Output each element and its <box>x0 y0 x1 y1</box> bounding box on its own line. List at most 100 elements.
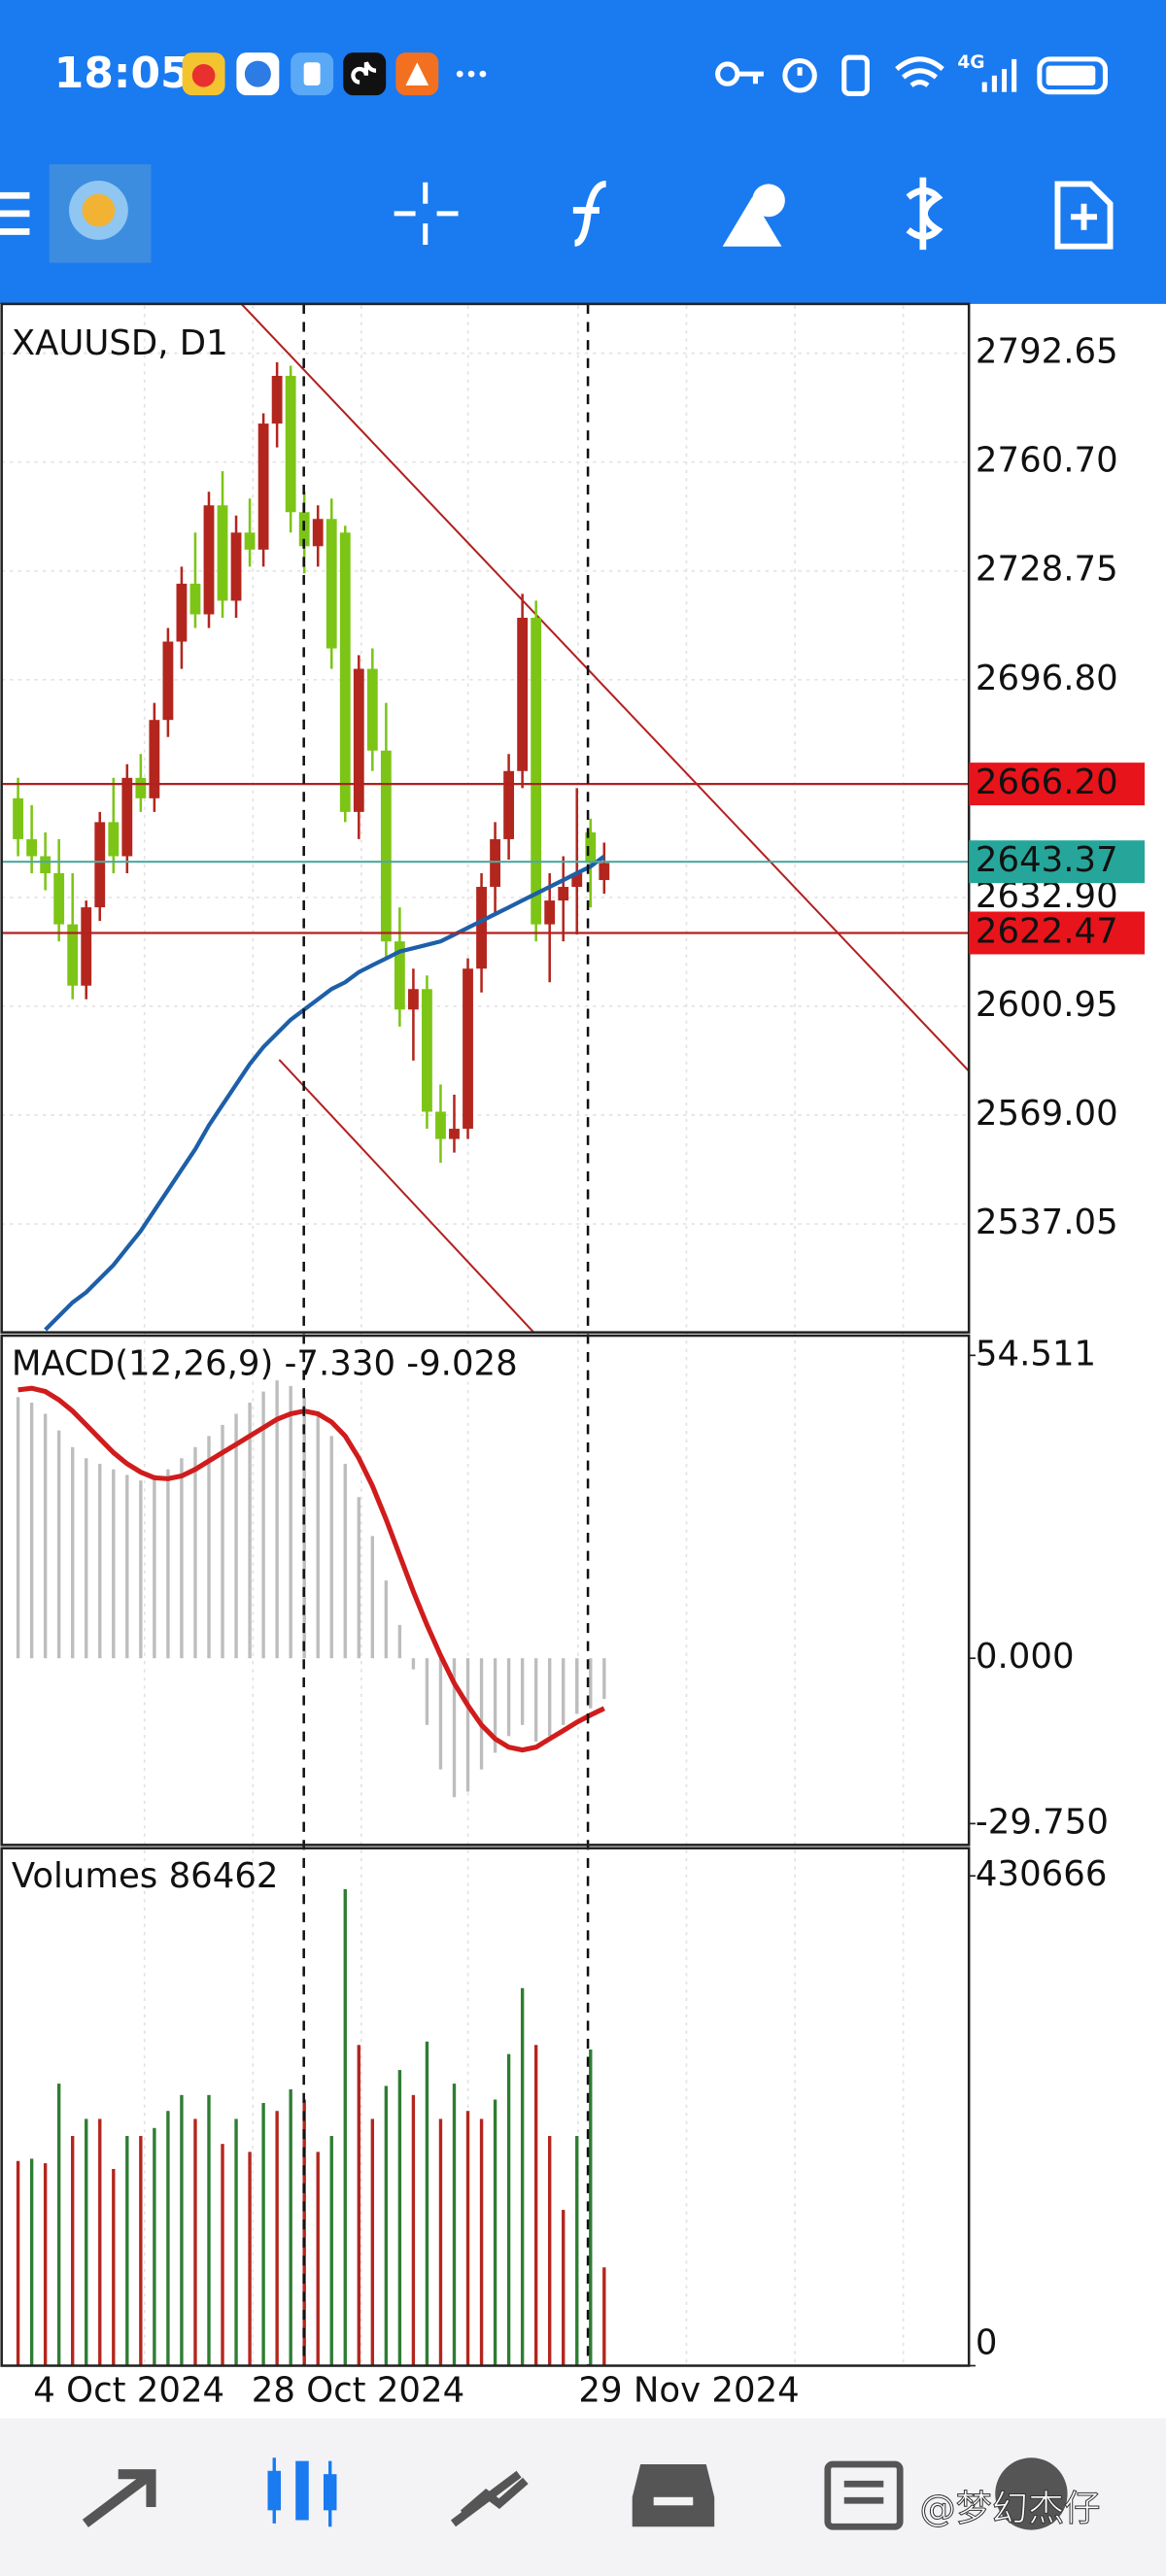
volume-bar <box>221 2144 224 2366</box>
app-logo[interactable] <box>49 164 152 263</box>
x-tick-label: 4 Oct 2024 <box>33 2371 224 2411</box>
trendlines <box>240 303 970 1334</box>
candle-body <box>544 900 556 925</box>
volume-bar <box>302 2099 306 2366</box>
volume-bar <box>493 2099 497 2366</box>
volume-bar <box>125 2135 129 2366</box>
macd-bar <box>193 1446 197 1659</box>
volume-bar <box>384 2085 389 2366</box>
crosshair-button[interactable] <box>394 182 459 246</box>
candle-body <box>312 519 324 547</box>
nav-news[interactable] <box>824 2460 904 2530</box>
candle-body <box>121 777 133 857</box>
volume-bar <box>602 2267 606 2366</box>
candle-body <box>326 519 337 649</box>
volume-bar <box>193 2118 197 2366</box>
macd-bar <box>520 1658 525 1725</box>
volume-bar <box>548 2135 552 2366</box>
macd-bar <box>302 1397 306 1659</box>
macd-bar <box>43 1413 48 1659</box>
macd-bar <box>329 1436 333 1659</box>
macd-bar <box>275 1380 279 1659</box>
y-tick-label: 2600.95 <box>976 985 1118 1025</box>
volume-bar <box>411 2094 416 2366</box>
macd-bar <box>589 1658 593 1709</box>
candle-body <box>408 989 419 1010</box>
candle-body <box>558 887 569 901</box>
volume-bar <box>589 2049 593 2366</box>
macd-bar <box>316 1413 320 1659</box>
price-label-bg <box>969 911 1146 955</box>
volume-bar <box>275 2111 279 2366</box>
volume-bar <box>56 2084 61 2366</box>
nav-messages[interactable] <box>995 2457 1068 2530</box>
volume-bar <box>397 2070 402 2366</box>
watermark: @梦幻杰仔 <box>919 2487 1100 2529</box>
nav-chart[interactable] <box>267 2457 337 2527</box>
volume-bar <box>85 2118 88 2366</box>
volume-bar <box>139 2135 143 2366</box>
volume-bar <box>479 2118 484 2366</box>
marks <box>1 361 970 2366</box>
macd-bar <box>56 1430 61 1659</box>
volume-bar <box>438 2118 443 2366</box>
candle-body <box>230 532 242 601</box>
y-tick-label: -29.750 <box>976 1802 1109 1842</box>
macd-bar <box>411 1658 416 1670</box>
y-tick-label: 2792.65 <box>976 332 1118 372</box>
header <box>0 0 1166 304</box>
macd-bar <box>261 1391 265 1659</box>
candle-body <box>149 720 160 798</box>
candle-body <box>490 838 500 888</box>
volume-bar <box>425 2041 429 2366</box>
y-tick-label: 0.000 <box>976 1637 1075 1677</box>
candle-body <box>189 583 201 615</box>
macd-bar <box>343 1463 347 1659</box>
macd-bar <box>562 1658 566 1725</box>
chart-area <box>1 352 976 2367</box>
candle-body <box>94 822 106 908</box>
macd-bar <box>112 1469 116 1659</box>
candle-body <box>162 641 174 721</box>
candle-body <box>394 941 405 1010</box>
bottom-nav <box>0 2418 1166 2576</box>
macd-bar <box>397 1624 402 1659</box>
indicators-button[interactable] <box>572 181 607 247</box>
nav-history[interactable] <box>632 2463 715 2527</box>
volume-bar <box>180 2094 184 2366</box>
menu-button[interactable] <box>0 191 30 235</box>
labels: XAUUSD, D1 2792.65 2760.70 2728.75 2696.80 26… <box>12 323 1146 2411</box>
price-label: 2666.20 <box>976 763 1118 802</box>
volume-bar <box>289 2088 292 2366</box>
volume-bar <box>153 2127 156 2366</box>
volume-bar <box>575 2135 579 2366</box>
signal-bars <box>981 58 1017 92</box>
macd-bar <box>384 1580 389 1659</box>
macd-bar <box>438 1658 443 1770</box>
volume-bar <box>112 2168 116 2366</box>
macd-bar <box>506 1658 511 1737</box>
candle-body <box>571 873 583 888</box>
macd-bar <box>139 1480 143 1659</box>
candle-body <box>257 424 269 550</box>
macd-bar <box>180 1458 184 1659</box>
nav-trade[interactable] <box>450 2470 529 2527</box>
macd-bar <box>465 1658 470 1792</box>
volume-bar <box>370 2118 375 2366</box>
candle-body <box>476 887 487 969</box>
objects-button[interactable] <box>722 184 785 247</box>
macd-bar <box>533 1658 538 1743</box>
new-order-button[interactable] <box>1054 181 1114 250</box>
nav-quotes[interactable] <box>82 2469 156 2527</box>
volume-bar <box>248 2152 252 2366</box>
price-label-bg <box>969 763 1146 806</box>
trade-button[interactable] <box>906 177 943 251</box>
panel-title: XAUUSD, D1 <box>12 323 228 363</box>
macd-bar <box>85 1458 88 1659</box>
volume-bar <box>261 2103 265 2366</box>
volume-bar <box>562 2210 566 2366</box>
y-tick-label: 2569.00 <box>976 1094 1118 1134</box>
volume-bar <box>520 1987 525 2366</box>
macd-bar <box>234 1413 238 1659</box>
